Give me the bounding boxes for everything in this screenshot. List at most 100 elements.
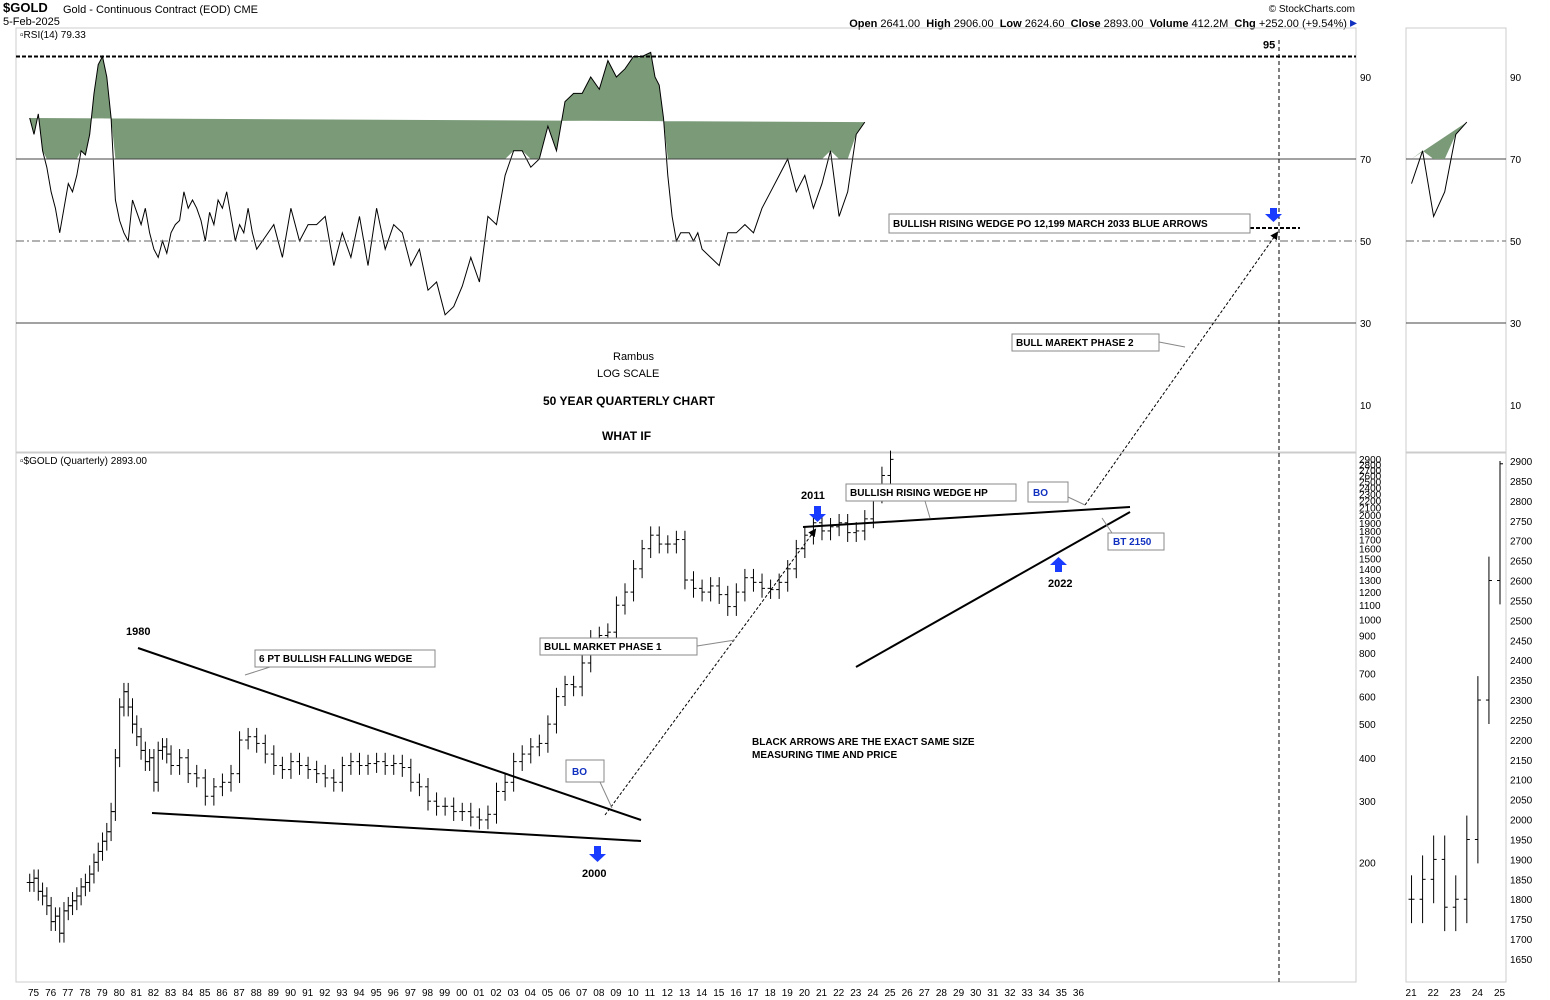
zoom-price-tick-label: 1950 [1510,835,1533,846]
year-tick-label: 29 [953,988,965,999]
year-tick-label: 02 [491,988,503,999]
year-tick-label: 30 [970,988,982,999]
year-tick-label: 26 [902,988,914,999]
year-tick-label: 20 [799,988,811,999]
rising-wedge-callout: BULLISH RISING WEDGE HP [845,483,1017,519]
zoom-price-tick-label: 2750 [1510,517,1533,528]
zoom-price-bar [1485,556,1492,724]
price-tick-label: 1000 [1359,616,1382,627]
price-bar [210,778,217,806]
rising-wedge-upper [802,506,1131,528]
price-axis: 200 300 400 500 600 700 800 900 1000 1100 12001300… [1359,455,1382,869]
price-bar [73,887,80,911]
price-bar [159,738,166,760]
price-bar [484,805,491,830]
zoom-year-tick-label: 23 [1450,988,1462,999]
year-tick-label: 89 [268,988,280,999]
rsi-levels [16,55,1356,324]
year-tick-label: 07 [576,988,588,999]
year-tick-label: 99 [439,988,451,999]
chart-date: 5-Feb-2025 [3,16,60,28]
zoom-price-bar [1441,835,1448,932]
price-tick-label: 900 [1359,631,1376,642]
price-bar [733,583,740,616]
zoom-price-tick-label: 2000 [1510,816,1533,827]
zoom-rsi-tick-label: 50 [1510,237,1522,248]
price-bar [35,869,42,901]
year-tick-label: 97 [405,988,417,999]
zoom-price-bar [1408,875,1415,924]
zoom-price-tick-label: 2050 [1510,796,1533,807]
price-tick-label: 1200 [1359,588,1382,599]
year-tick-label: 16 [730,988,742,999]
zoom-rsi-line [1411,121,1468,219]
price-bar [305,756,312,779]
price-tick-label: 1900 [1359,519,1382,530]
watermark: © StockCharts.com [1268,4,1355,15]
ohlc-readout: Open 2641.00 High 2906.00 Low 2624.60 Cl… [849,14,1357,30]
year-tick-label: 06 [559,988,571,999]
year-tick-label: 81 [131,988,143,999]
year-tick-label: 93 [336,988,348,999]
price-bar [31,869,37,892]
zoom-price-tick-label: 2600 [1510,577,1533,588]
phase1-callout: BULL MARKET PHASE 1 [539,637,736,656]
price-tick-label: 800 [1359,649,1376,660]
zoom-price-tick-label: 2550 [1510,596,1533,607]
zoom-price-tick-label: 2450 [1510,636,1533,647]
price-tick-label: 1600 [1359,545,1382,556]
zoom-year-tick-label: 25 [1494,988,1506,999]
rsi-label: ▫RSI(14) 79.33 [20,30,86,41]
price-bar [621,583,628,615]
trendlines [137,40,1300,982]
year-tick-label: 09 [610,988,622,999]
rsi-tick-label: 70 [1360,155,1372,166]
year-tick-label: 22 [833,988,845,999]
price-bar [48,896,55,931]
zoom-price-bar [1463,815,1470,924]
zoom-price-tick-label: 2800 [1510,497,1533,508]
price-bar [296,752,303,775]
label-1980: 1980 [126,626,150,638]
price-bar [476,808,483,830]
price-bar [116,698,123,768]
po-callout: BULLISH RISING WEDGE PO 12,199 MARCH 203… [888,213,1251,234]
year-tick-label: 31 [987,988,999,999]
time-axis: 75 76 77 78 79 80 81 82 83 84 85 86 87 88 89 90 91 92 93 94… [28,988,1084,999]
zoom-rsi-tick-label: 70 [1510,155,1522,166]
arrows-note-2: MEASURING TIME AND PRICE [752,750,898,761]
zoom-price-bar [1452,875,1459,932]
price-bar [330,769,337,792]
price-bar [450,797,457,821]
author-label: Rambus [613,351,654,363]
price-bars [26,450,894,943]
svg-text:6 PT BULLISH FALLING WEDGE: 6 PT BULLISH FALLING WEDGE [259,654,413,665]
price-bar [193,764,200,788]
year-tick-label: 23 [850,988,862,999]
price-bar [356,752,363,775]
price-tick-label: 2300 [1359,490,1382,501]
price-bar [90,853,97,884]
zoom-year-tick-label: 24 [1472,988,1484,999]
zoom-price-tick-label: 2650 [1510,557,1533,568]
price-bar [861,510,868,541]
year-tick-label: 94 [353,988,365,999]
price-tick-label: 1300 [1359,576,1382,587]
year-tick-label: 08 [593,988,605,999]
log-scale-label: LOG SCALE [597,368,659,380]
price-bar [270,745,277,775]
price-tick-label: 500 [1359,720,1376,731]
arrow-2011 [809,506,826,522]
svg-text:BULL MAREKT PHASE 2: BULL MAREKT PHASE 2 [1016,338,1134,349]
price-bar [801,526,808,559]
price-bar [716,577,723,604]
zoom-price-bar [1419,855,1426,924]
zoom-price-tick-label: 1800 [1510,895,1533,906]
price-bar [52,907,59,931]
price-bar [347,752,354,775]
price-bar [138,727,145,760]
price-bar [613,596,620,642]
price-tick-label: 1400 [1359,565,1382,576]
price-bar [227,764,234,792]
price-bar [60,902,67,943]
